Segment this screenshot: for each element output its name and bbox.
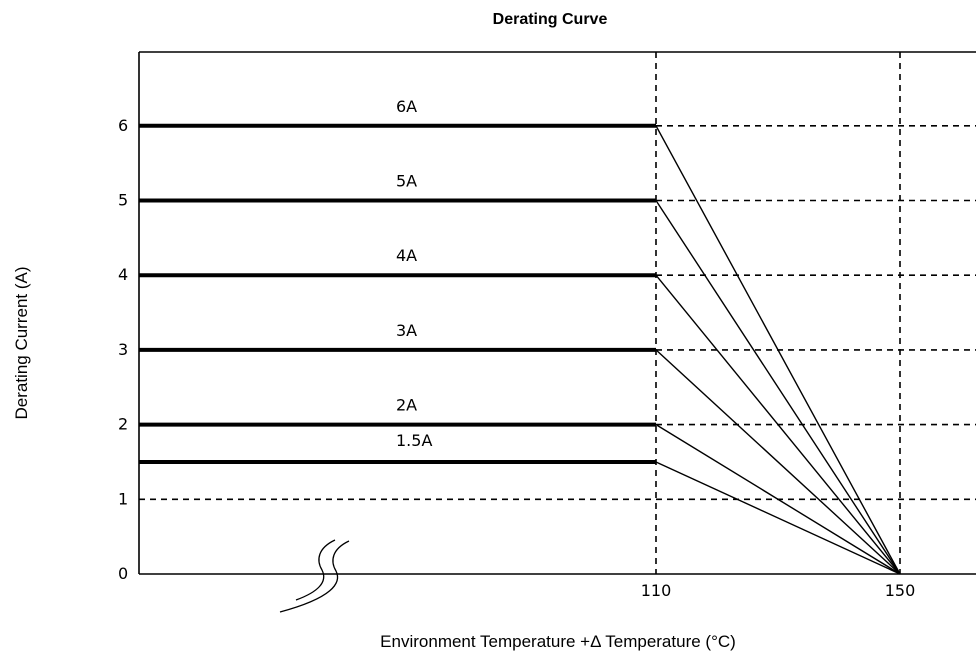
y-tick-1: 1	[118, 489, 128, 508]
y-tick-6: 6	[118, 116, 128, 135]
y-tick-2: 2	[118, 415, 128, 434]
series-slope-1-5a	[655, 461, 901, 575]
series-slope-5a	[655, 200, 901, 575]
tick-labels: 0 1 2 3 4 5 6 110 150	[118, 116, 915, 600]
axis-break-stroke-1	[295, 539, 336, 601]
series-label-4a: 4A	[396, 246, 417, 265]
series-slope-2a	[655, 424, 901, 575]
axis-break-stroke-2	[279, 540, 350, 613]
series-label-5a: 5A	[396, 172, 417, 191]
series-slope-4a	[655, 274, 901, 575]
series-label-2a: 2A	[396, 396, 417, 415]
series-lines: 6A 5A 4A 3A 2A 1.5A	[139, 97, 901, 575]
series-label-1-5a: 1.5A	[396, 431, 432, 450]
series-label-6a: 6A	[396, 97, 417, 116]
y-tick-4: 4	[118, 265, 128, 284]
axis-break-icon	[279, 539, 350, 613]
y-tick-3: 3	[118, 340, 128, 359]
y-tick-5: 5	[118, 191, 128, 210]
x-tick-150: 150	[885, 581, 916, 600]
y-axis-label: Derating Current (A)	[12, 266, 31, 419]
series-slope-6a	[655, 125, 901, 575]
x-axis-label: Environment Temperature +Δ Temperature (…	[380, 632, 736, 651]
series-label-3a: 3A	[396, 321, 417, 340]
grid-lines	[139, 52, 976, 574]
chart-title: Derating Curve	[493, 11, 608, 28]
series-slope-3a	[655, 349, 901, 575]
x-tick-110: 110	[641, 581, 672, 600]
plot-frame	[138, 51, 976, 575]
y-tick-0: 0	[118, 564, 128, 583]
